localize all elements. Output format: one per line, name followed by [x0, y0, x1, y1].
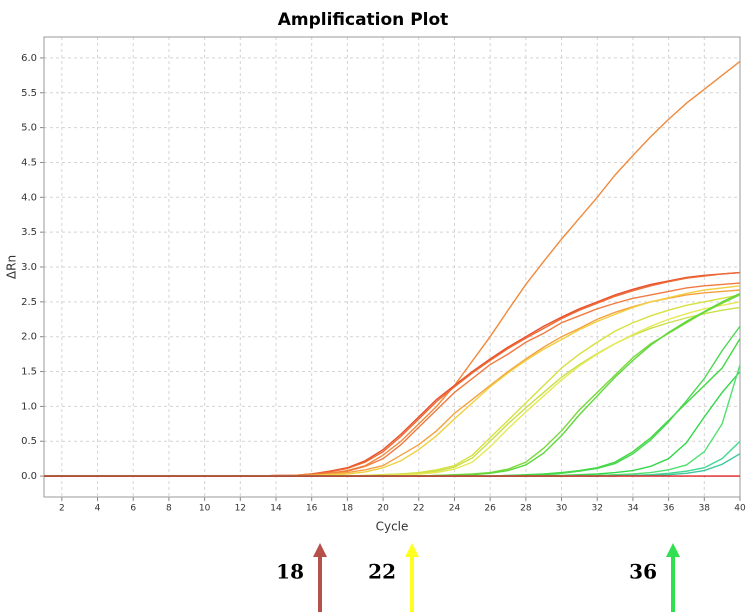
x-tick-label: 2	[59, 504, 65, 514]
y-tick-label: 3.0	[21, 262, 37, 273]
x-tick-label: 22	[413, 504, 424, 514]
y-tick-label: 2.0	[21, 332, 37, 343]
y-tick-label: 5.5	[21, 88, 37, 99]
y-tick-label: 2.5	[21, 297, 37, 308]
chart-title: Amplification Plot	[278, 10, 449, 30]
y-tick-label: 4.0	[21, 192, 37, 203]
y-tick-label: 1.5	[21, 367, 37, 378]
x-tick-label: 32	[592, 504, 603, 514]
y-tick-label: 4.5	[21, 157, 37, 168]
y-tick-label: 1.0	[21, 401, 37, 412]
x-tick-label: 26	[484, 504, 496, 514]
annotation-arrowhead	[313, 543, 327, 557]
x-tick-label: 14	[270, 504, 282, 514]
x-tick-label: 12	[235, 504, 246, 514]
y-tick-label: 5.0	[21, 123, 37, 134]
y-tick-label: 0.0	[21, 471, 37, 482]
x-tick-label: 34	[627, 504, 639, 514]
x-tick-label: 8	[166, 504, 172, 514]
x-tick-label: 38	[699, 504, 711, 514]
x-tick-label: 10	[199, 504, 211, 514]
x-tick-label: 4	[95, 504, 101, 514]
x-tick-label: 28	[520, 504, 532, 514]
x-axis-label: Cycle	[376, 520, 409, 534]
x-tick-label: 18	[342, 504, 354, 514]
y-tick-label: 6.0	[21, 53, 37, 64]
x-tick-label: 24	[449, 504, 461, 514]
y-tick-label: 0.5	[21, 436, 37, 447]
x-tick-label: 16	[306, 504, 318, 514]
annotation-arrowhead	[666, 543, 680, 557]
x-tick-label: 36	[663, 504, 675, 514]
annotation-label: 36	[629, 560, 657, 584]
x-tick-label: 30	[556, 504, 568, 514]
x-tick-label: 20	[377, 504, 389, 514]
annotation-arrowhead	[405, 543, 419, 557]
y-axis-label: ΔRn	[5, 255, 19, 279]
y-tick-label: 3.5	[21, 227, 37, 238]
x-tick-label: 40	[734, 504, 746, 514]
x-tick-label: 6	[130, 504, 136, 514]
annotation-label: 18	[276, 560, 304, 584]
annotation-label: 22	[368, 560, 396, 584]
plot-border	[43, 36, 741, 498]
